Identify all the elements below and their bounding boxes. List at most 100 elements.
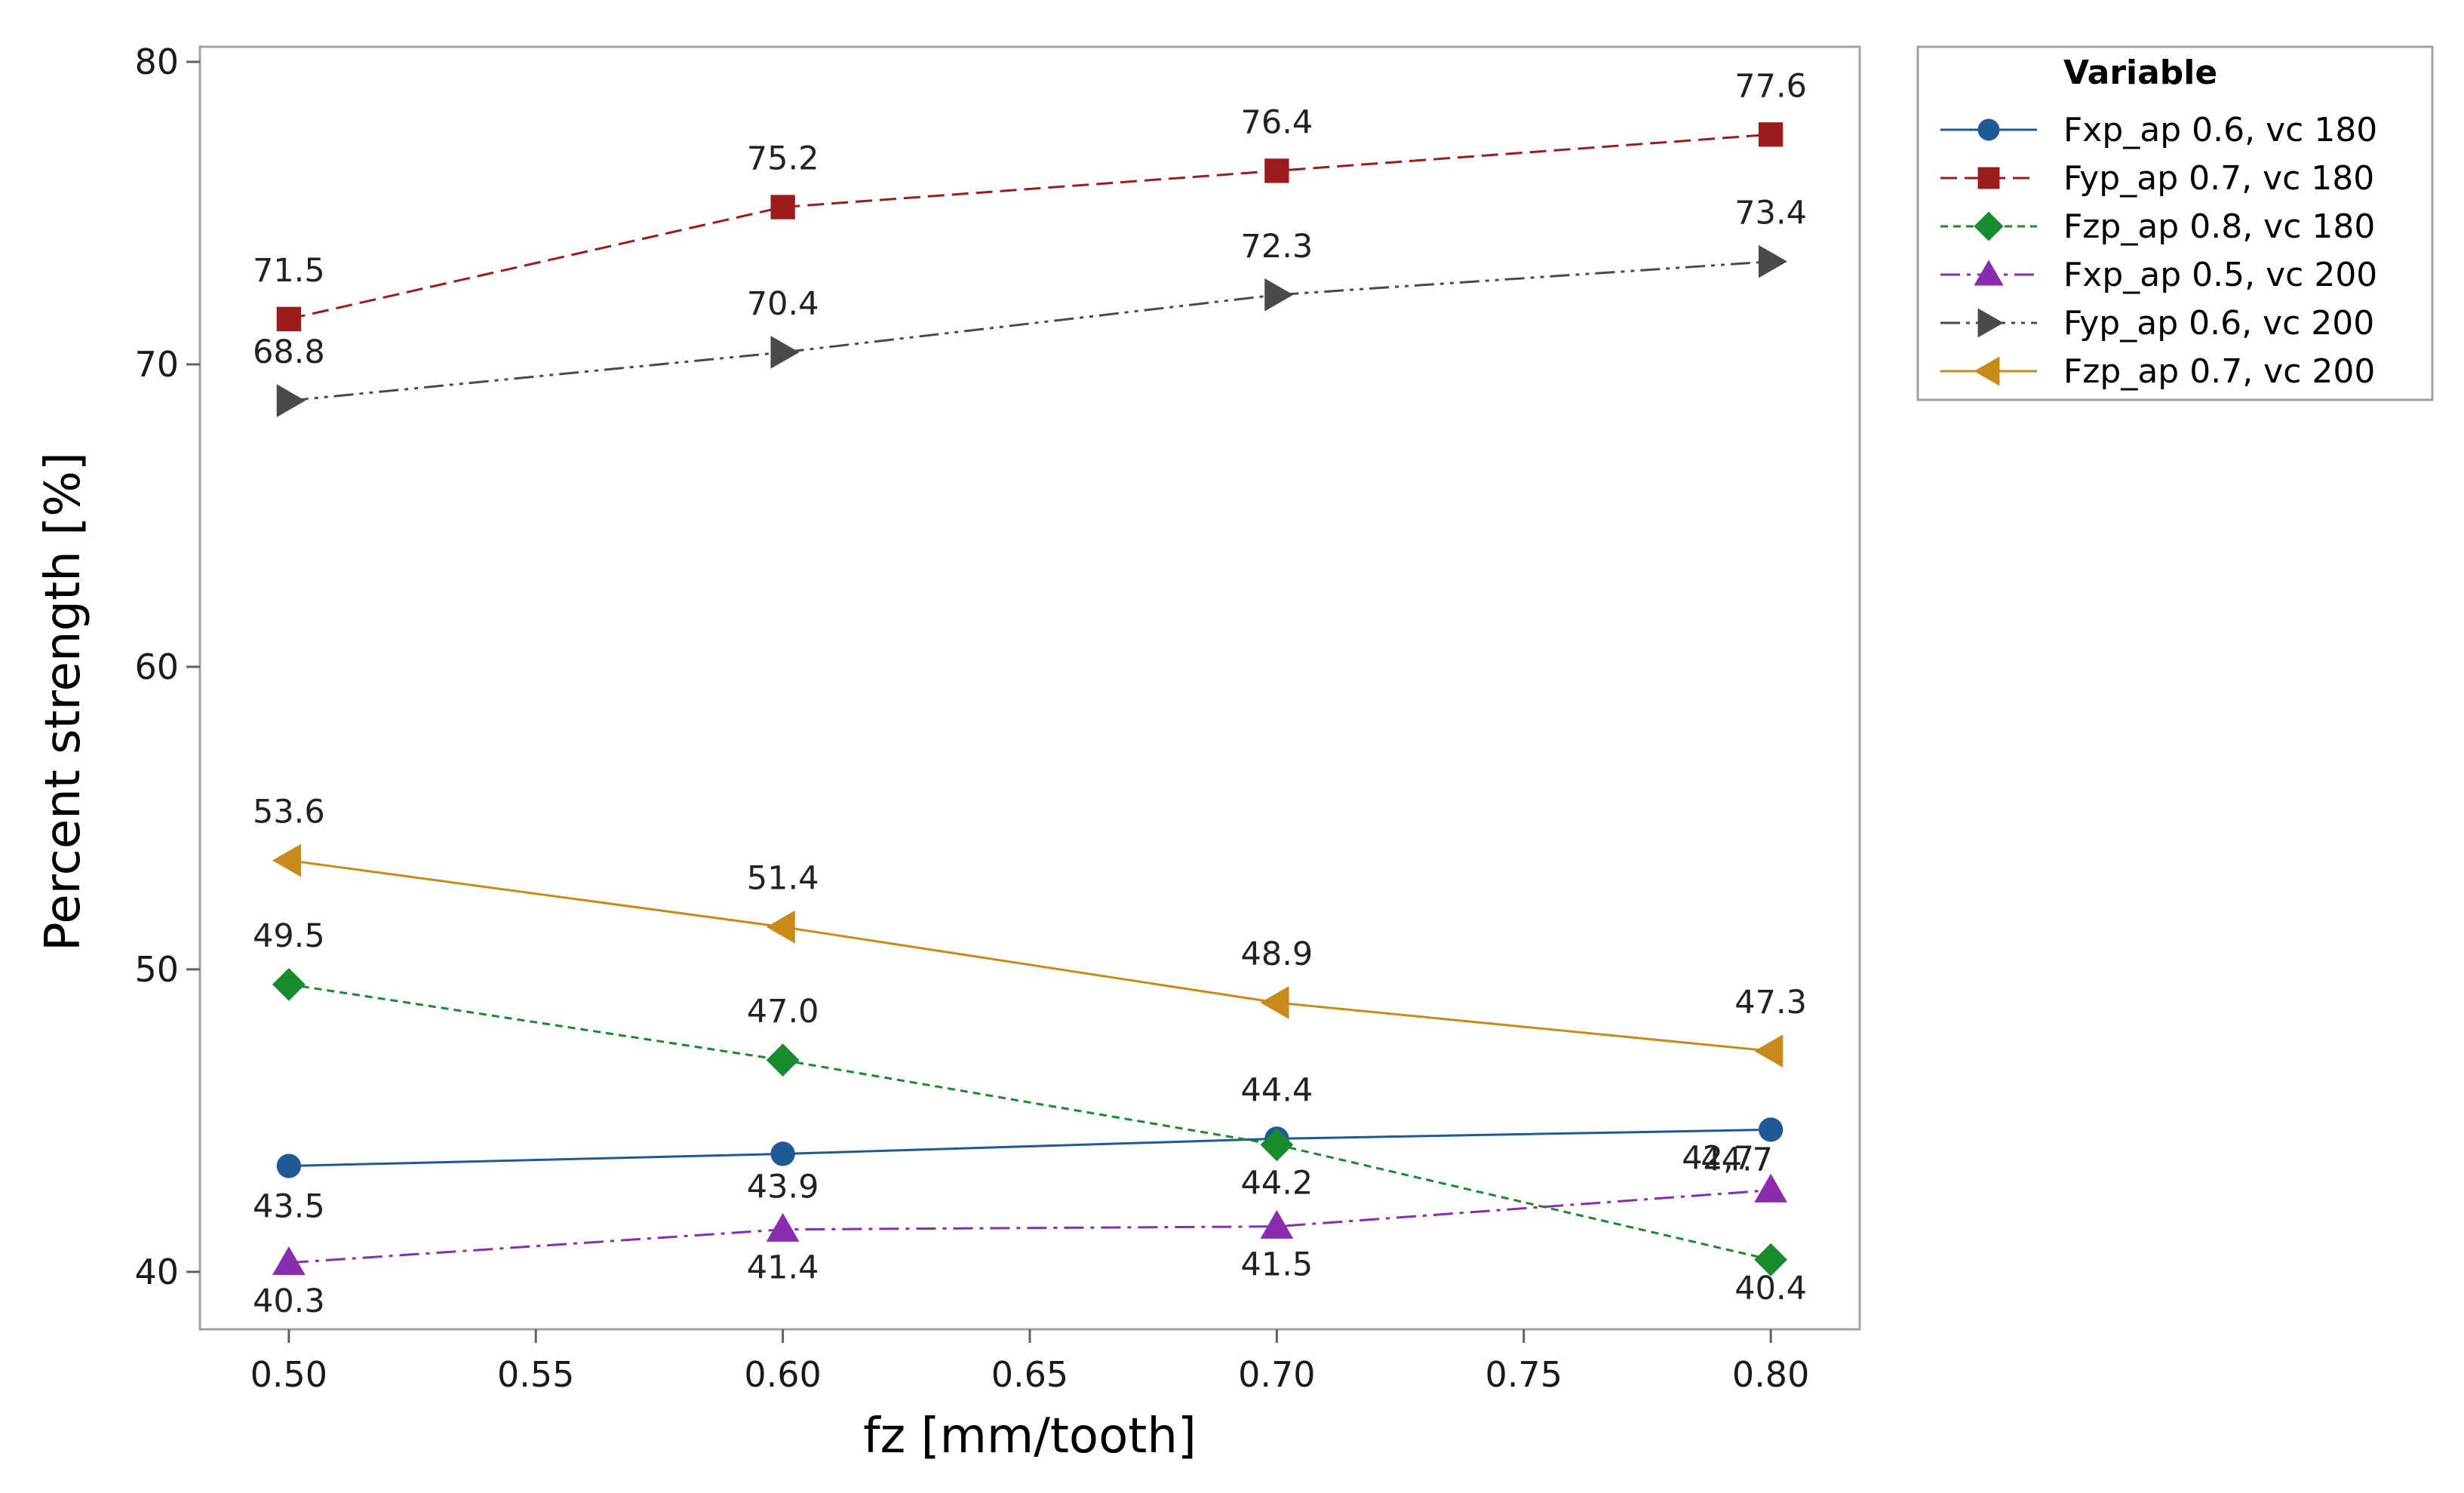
legend: Variable Fxp_ap 0.6, vc 180 Fyp_ap 0.7, v… [1916,45,2434,401]
series-layer [272,122,1787,1276]
legend-label-5: Fyp_ap 0.6, vc 200 [2063,304,2374,343]
x-tick-label: 0.80 [1732,1354,1809,1395]
data-point-3-1 [272,968,306,1001]
plot-area-frame [198,45,1861,1331]
data-point-4-2 [766,1212,800,1242]
data-label-3-2: 47.0 [747,993,819,1031]
series-6 [272,843,1783,1068]
data-point-1-4 [1758,1117,1783,1142]
series-line-6 [288,859,1771,1052]
x-axis-title: fz [mm/tooth] [863,1409,1197,1464]
data-label-4-1: 40.3 [253,1283,325,1320]
data-point-2-1 [276,306,302,331]
data-point-4-3 [1260,1209,1294,1239]
legend-label-2: Fyp_ap 0.7, vc 180 [2063,159,2374,198]
series-1 [276,1117,1783,1178]
data-label-1-3: 44.4 [1241,1071,1313,1109]
legend-label-6: Fzp_ap 0.7, vc 200 [2063,352,2375,391]
legend-item-1: Fxp_ap 0.6, vc 180 [1940,111,2377,149]
legend-label-4: Fxp_ap 0.5, vc 200 [2063,256,2377,294]
data-label-4-4: 42,7 [1682,1140,1754,1178]
x-tick-label: 0.75 [1485,1354,1562,1395]
data-point-5-2 [770,336,800,369]
data-label-5-2: 70.4 [747,285,819,323]
legend-item-4: Fxp_ap 0.5, vc 200 [1940,256,2377,294]
legend-marker-6 [1974,356,2000,386]
data-label-5-4: 73.4 [1734,195,1807,232]
legend-marker-4 [1974,260,2004,286]
legend-item-5: Fyp_ap 0.6, vc 200 [1940,304,2374,343]
series-4 [272,1173,1787,1275]
legend-marker-2 [1977,167,2000,189]
data-label-3-3: 44.2 [1241,1164,1313,1202]
legend-items: Fxp_ap 0.6, vc 180 Fyp_ap 0.7, vc 180 Fzp_… [1940,111,2377,391]
legend-item-6: Fzp_ap 0.7, vc 200 [1940,352,2375,391]
data-label-1-2: 43.9 [747,1168,819,1206]
data-point-3-3 [1260,1128,1294,1162]
data-point-5-3 [1264,278,1294,312]
data-point-4-4 [1754,1173,1787,1203]
legend-marker-3 [1974,211,2004,241]
x-tick-label: 0.70 [1238,1354,1315,1395]
series-2 [276,122,1783,331]
data-labels-layer: 43.5 43.9 44.4 44.7 71.5 75.2 76.4 77.6 49.5 47.0… [253,67,1807,1320]
series-3 [272,968,1787,1276]
series-line-4 [288,1189,1771,1264]
data-label-6-4: 47.3 [1734,984,1807,1021]
legend-item-2: Fyp_ap 0.7, vc 180 [1940,159,2374,198]
series-line-2 [288,133,1771,321]
x-tick-label: 0.60 [744,1354,821,1395]
data-point-5-1 [276,384,306,417]
data-label-4-3: 41.5 [1241,1246,1313,1284]
data-label-1-1: 43.5 [253,1187,325,1225]
data-label-5-1: 68.8 [253,333,325,371]
x-tick-label: 0.55 [497,1354,574,1395]
series-5 [276,244,1787,417]
data-point-2-4 [1758,122,1783,147]
data-label-2-2: 75.2 [747,140,819,178]
data-point-5-4 [1758,244,1787,278]
y-axis: 40 50 60 70 80 [134,41,201,1329]
y-tick-label: 70 [134,344,179,385]
data-label-4-2: 41.4 [747,1249,819,1287]
data-point-6-4 [1754,1034,1783,1068]
y-tick-label: 80 [134,41,179,82]
y-tick-label: 50 [134,949,179,990]
legend-frame [1916,45,2434,401]
data-label-6-1: 53.6 [253,794,325,831]
data-label-6-2: 51.4 [747,860,819,898]
data-label-5-3: 72.3 [1241,228,1313,266]
data-label-6-3: 48.9 [1241,935,1313,973]
y-tick-label: 60 [134,647,179,687]
data-point-4-1 [272,1246,306,1275]
data-point-6-1 [272,843,302,877]
data-point-6-3 [1260,986,1289,1019]
y-tick-label: 40 [134,1252,179,1292]
legend-title: Variable [2063,54,2217,92]
data-label-2-1: 71.5 [253,252,325,290]
data-point-3-2 [766,1043,800,1077]
y-axis-title: Percent strength [%] [35,452,91,951]
data-point-3-4 [1754,1243,1787,1276]
data-point-2-3 [1264,158,1289,183]
series-line-5 [288,260,1771,402]
data-point-1-1 [276,1154,302,1178]
data-label-3-4: 40.4 [1734,1270,1807,1307]
legend-label-1: Fxp_ap 0.6, vc 180 [2063,111,2377,149]
legend-item-3: Fzp_ap 0.8, vc 180 [1940,207,2375,246]
series-line-1 [288,1128,1771,1167]
data-label-3-1: 49.5 [253,917,325,955]
data-point-2-2 [770,195,795,220]
data-label-2-3: 76.4 [1241,103,1313,141]
legend-marker-5 [1977,308,2004,338]
x-axis: 0.50 0.55 0.60 0.65 0.70 0.75 0.80 [200,1328,1860,1395]
data-point-1-2 [770,1141,795,1166]
data-label-1-4: 44.7 [1701,1141,1773,1178]
data-label-2-4: 77.6 [1734,67,1807,105]
series-line-3 [288,983,1771,1261]
x-tick-label: 0.50 [250,1354,327,1395]
legend-marker-1 [1977,118,2000,141]
legend-label-3: Fzp_ap 0.8, vc 180 [2063,207,2375,246]
x-tick-label: 0.65 [991,1354,1068,1395]
